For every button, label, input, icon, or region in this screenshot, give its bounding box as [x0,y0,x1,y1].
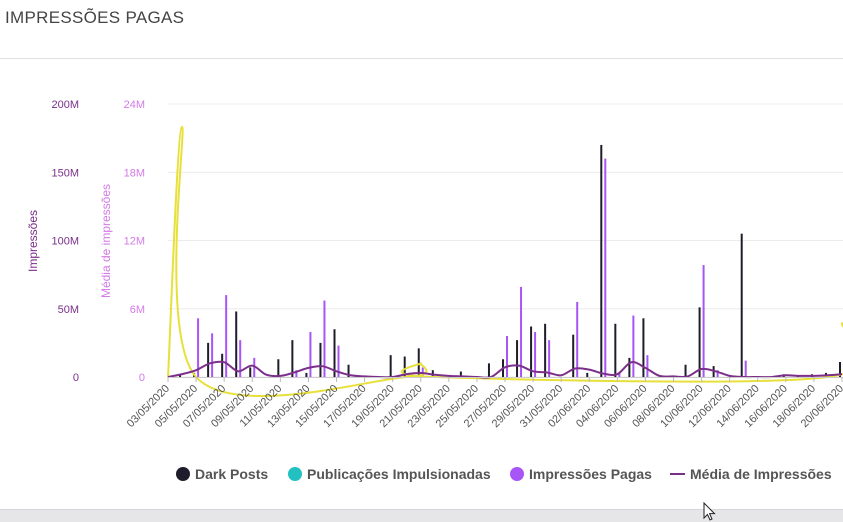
bar [221,353,224,377]
bar [684,364,687,377]
bar [295,370,298,377]
bar [698,307,701,377]
chart-legend[interactable]: Dark Posts Publicações Impulsionadas Impre… [176,466,832,482]
bar [618,372,621,377]
bar [207,342,210,377]
legend-marker-icon [510,467,524,481]
right-axis-tick-label: 0 [139,372,145,384]
bar [459,371,462,377]
bar [319,342,322,377]
bar [417,348,420,377]
bar [253,357,256,377]
bar [291,340,294,377]
bar [211,333,214,377]
left-axis-tick-label: 150M [51,167,79,179]
bar [716,370,719,377]
bar [309,331,312,377]
media-impressoes-line [167,360,843,379]
bar [487,363,490,377]
mouse-cursor-icon [703,502,716,521]
bar [839,361,841,377]
bar [548,340,551,377]
bar [516,340,519,377]
right-axis-tick-label: 12M [124,236,145,248]
bar [389,355,392,377]
bar [586,372,589,377]
bar [740,233,743,377]
right-axis-tick-label: 6M [130,304,145,316]
bar [632,315,635,377]
bar [506,336,508,377]
legend-item-label: Impressões Pagas [529,466,652,482]
bar [305,372,308,377]
bar [323,300,326,377]
y-axis-right-label: Média de impressões [99,184,113,298]
chart-area: 0 50M 100M 150M 200M 0 6M 12M 18M 24M Impressões… [0,59,843,509]
bar [225,295,228,377]
page-title: IMPRESSÕES PAGAS [5,8,185,27]
right-axis-tick-label: 24M [124,99,145,111]
bar [642,318,645,377]
bar [600,144,603,377]
bar [347,364,350,377]
legend-marker-icon [288,467,302,481]
legend-item-label: Dark Posts [195,466,268,482]
legend-marker-icon [176,467,190,481]
bar [530,326,533,377]
bar [249,367,252,377]
left-axis-tick-label: 50M [58,304,79,316]
left-axis: 0 50M 100M 150M 200M [51,99,79,384]
bar [520,286,523,377]
bar [604,158,607,377]
bar [403,356,406,377]
right-axis-tick-label: 18M [124,167,145,179]
bar [646,355,649,377]
bar [239,340,242,377]
bar [534,331,537,377]
bar [544,323,547,377]
left-axis-tick-label: 200M [51,99,79,111]
bar [702,265,705,377]
line-series [167,125,843,397]
bar [337,345,340,377]
bar [576,301,579,377]
legend-item-label: Publicações Impulsionadas [307,466,491,482]
bar-series [179,144,841,377]
bar [614,323,617,377]
legend-item-label: Média de Impressões [690,466,832,482]
paid-impressions-chart: 0 50M 100M 150M 200M 0 6M 12M 18M 24M Impressões… [26,99,843,482]
bar [277,359,280,377]
bar [744,360,747,377]
x-axis: 03/05/202005/05/202007/05/202009/05/2020… [125,377,843,430]
bar [572,334,575,377]
footer-bar [0,509,843,522]
left-axis-tick-label: 0 [73,372,79,384]
bar [235,311,238,377]
chart-header: IMPRESSÕES PAGAS [0,0,843,59]
bar [333,329,336,377]
right-axis: 0 6M 12M 18M 24M [124,99,145,384]
left-axis-tick-label: 100M [51,236,79,248]
bar [628,357,631,377]
bar [197,318,200,377]
y-axis-left-label: Impressões [26,210,40,272]
